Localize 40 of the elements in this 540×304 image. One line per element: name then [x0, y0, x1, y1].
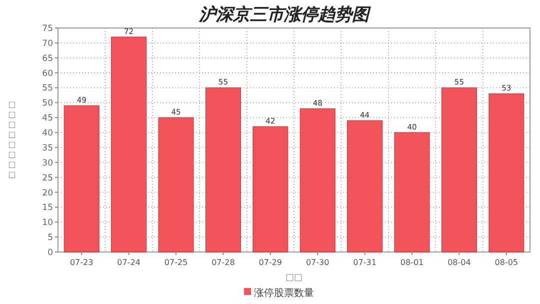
y-tick-label: 50 [42, 98, 53, 109]
text: 涨停股票数量 [254, 287, 314, 299]
y-tick-label: 40 [42, 128, 53, 139]
x-tick-label: 07-31 [353, 258, 376, 267]
x-tick-label: 07-23 [70, 258, 94, 267]
y-tick-label: 35 [42, 143, 53, 154]
y-tick-label: 45 [42, 114, 53, 124]
bar [111, 36, 147, 252]
x-tick-label: 07-24 [117, 258, 140, 267]
x-tick-label: 07-28 [212, 258, 235, 267]
y-tick-label: 55 [42, 84, 53, 94]
y-tick-label: 20 [42, 188, 53, 198]
y-tick-label: 25 [42, 173, 53, 184]
bar [300, 108, 336, 252]
x-tick-label: 07-25 [164, 258, 188, 267]
bar [441, 87, 477, 252]
x-axis-title: □□ [285, 273, 303, 283]
bar [488, 93, 524, 252]
y-tick-label: 75 [42, 24, 53, 34]
chart-title: 沪深京三市涨停趋势图 [198, 5, 371, 25]
y-tick-label: 0 [48, 248, 53, 258]
y-tick-label: 10 [42, 218, 53, 228]
x-tick-label: 08-01 [400, 258, 424, 267]
y-tick-label: 15 [42, 203, 53, 214]
x-tick-label: 07-30 [306, 258, 330, 267]
y-tick-label: 70 [42, 38, 53, 49]
y-tick-label: 60 [42, 68, 53, 79]
bar [347, 120, 383, 252]
bar [158, 117, 194, 252]
bar [252, 126, 288, 252]
bar [64, 105, 100, 252]
y-tick-label: 65 [42, 54, 53, 64]
y-tick-label: 30 [42, 158, 53, 168]
x-tick-label: 08-04 [448, 258, 471, 267]
y-axis-title: □□□□□□□□ [8, 100, 16, 180]
x-tick-label: 07-29 [258, 258, 282, 267]
x-tick-label: 08-05 [494, 258, 518, 267]
bar [394, 132, 430, 252]
bar [205, 87, 241, 252]
y-tick-label: 5 [48, 233, 53, 244]
